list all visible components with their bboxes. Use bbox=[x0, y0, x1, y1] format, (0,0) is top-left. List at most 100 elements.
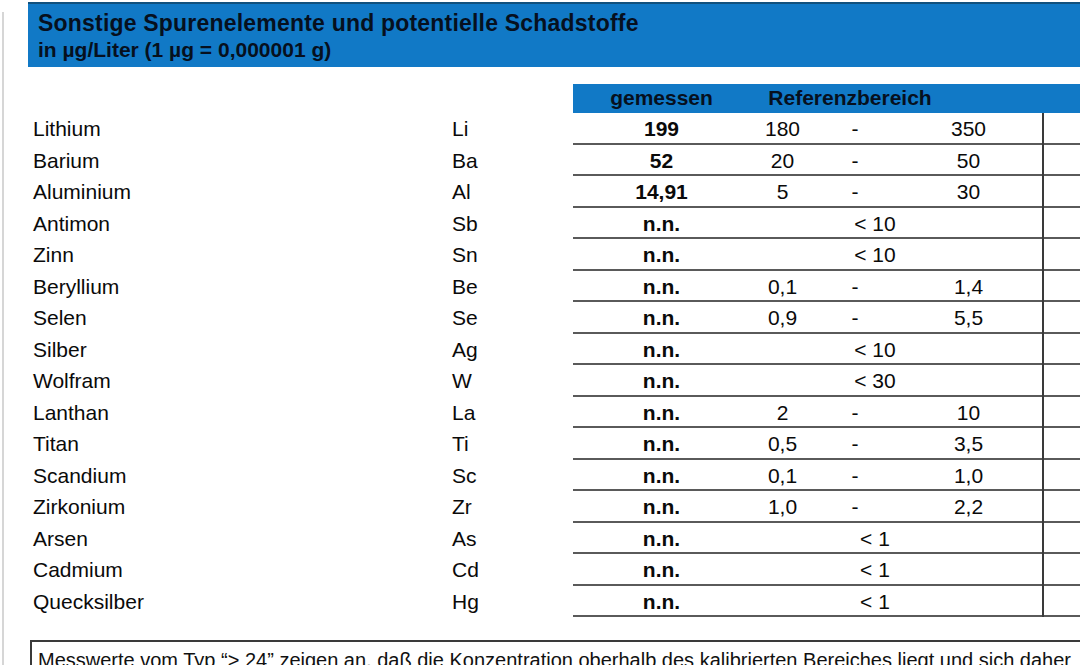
section-title-bar: Sonstige Spurenelemente und potentielle … bbox=[28, 2, 1080, 67]
reference-limit: < 1 bbox=[750, 554, 1000, 586]
table-row: Beryllium Be n.n. 0,1 - 1,4 bbox=[0, 271, 1080, 303]
element-symbol: Al bbox=[452, 176, 471, 208]
element-name: Lithium bbox=[33, 113, 101, 145]
row-values: n.n. < 30 bbox=[573, 365, 1080, 397]
lab-report-page: Sonstige Spurenelemente und potentielle … bbox=[0, 0, 1080, 665]
reference-limit: < 1 bbox=[750, 523, 1000, 555]
row-values: 199 180 - 350 bbox=[573, 113, 1080, 145]
table-row: Zinn Sn n.n. < 10 bbox=[0, 239, 1080, 271]
measured-value: n.n. bbox=[573, 554, 750, 586]
measured-value: n.n. bbox=[573, 239, 750, 271]
element-name: Antimon bbox=[33, 208, 110, 240]
element-symbol: Sc bbox=[452, 460, 477, 492]
element-name: Titan bbox=[33, 428, 79, 460]
reference-limit bbox=[750, 271, 1000, 303]
element-name: Silber bbox=[33, 334, 87, 366]
table-row: Selen Se n.n. 0,9 - 5,5 bbox=[0, 302, 1080, 334]
element-symbol: La bbox=[452, 397, 475, 429]
measured-value: n.n. bbox=[573, 208, 750, 240]
element-symbol: Se bbox=[452, 302, 478, 334]
table-header-band: gemessen Referenzbereich bbox=[573, 84, 1080, 113]
element-name: Selen bbox=[33, 302, 87, 334]
footnote-text: Messwerte vom Typ “> 24” zeigen an, daß … bbox=[38, 648, 1071, 665]
row-values: n.n. 0,5 - 3,5 bbox=[573, 428, 1080, 460]
element-name: Cadmium bbox=[33, 554, 123, 586]
measured-value: n.n. bbox=[573, 460, 750, 492]
reference-limit: < 10 bbox=[750, 334, 1000, 366]
row-values: n.n. 0,1 - 1,0 bbox=[573, 460, 1080, 492]
table-row: Zirkonium Zr n.n. 1,0 - 2,2 bbox=[0, 491, 1080, 523]
element-symbol: Ti bbox=[452, 428, 469, 460]
table-row: Scandium Sc n.n. 0,1 - 1,0 bbox=[0, 460, 1080, 492]
measured-value: n.n. bbox=[573, 397, 750, 429]
reference-limit bbox=[750, 397, 1000, 429]
row-values: n.n. < 10 bbox=[573, 208, 1080, 240]
table-row: Cadmium Cd n.n. < 1 bbox=[0, 554, 1080, 586]
element-symbol: Li bbox=[452, 113, 468, 145]
row-values: n.n. 0,9 - 5,5 bbox=[573, 302, 1080, 334]
row-values: n.n. < 1 bbox=[573, 523, 1080, 555]
element-name: Arsen bbox=[33, 523, 88, 555]
element-symbol: Ba bbox=[452, 145, 478, 177]
measured-value: n.n. bbox=[573, 428, 750, 460]
row-values: 14,91 5 - 30 bbox=[573, 176, 1080, 208]
measured-value: n.n. bbox=[573, 523, 750, 555]
element-symbol: Sb bbox=[452, 208, 478, 240]
table-row: Wolfram W n.n. < 30 bbox=[0, 365, 1080, 397]
element-symbol: Be bbox=[452, 271, 478, 303]
reference-limit bbox=[750, 460, 1000, 492]
measured-value: 14,91 bbox=[573, 176, 750, 208]
footnote-box: Messwerte vom Typ “> 24” zeigen an, daß … bbox=[30, 640, 1080, 665]
row-values: 52 20 - 50 bbox=[573, 145, 1080, 177]
reference-limit bbox=[750, 176, 1000, 208]
table-row: Barium Ba 52 20 - 50 bbox=[0, 145, 1080, 177]
row-values: n.n. < 1 bbox=[573, 554, 1080, 586]
measured-value: n.n. bbox=[573, 302, 750, 334]
element-symbol: Zr bbox=[452, 491, 472, 523]
measured-value: n.n. bbox=[573, 365, 750, 397]
reference-limit bbox=[750, 491, 1000, 523]
element-name: Wolfram bbox=[33, 365, 111, 397]
element-symbol: As bbox=[452, 523, 477, 555]
column-header-reference: Referenzbereich bbox=[750, 84, 950, 113]
row-values: n.n. < 10 bbox=[573, 239, 1080, 271]
measured-value: 52 bbox=[573, 145, 750, 177]
reference-limit bbox=[750, 113, 1000, 145]
table-right-divider bbox=[1042, 113, 1044, 617]
element-name: Aluminium bbox=[33, 176, 131, 208]
reference-limit: < 30 bbox=[750, 365, 1000, 397]
table-row: Aluminium Al 14,91 5 - 30 bbox=[0, 176, 1080, 208]
row-values: n.n. 1,0 - 2,2 bbox=[573, 491, 1080, 523]
element-name: Barium bbox=[33, 145, 100, 177]
reference-limit bbox=[750, 145, 1000, 177]
measured-value: n.n. bbox=[573, 586, 750, 618]
row-values: n.n. 0,1 - 1,4 bbox=[573, 271, 1080, 303]
table-row: Quecksilber Hg n.n. < 1 bbox=[0, 586, 1080, 618]
element-table: Lithium Li 199 180 - 350 Barium Ba 52 20… bbox=[0, 113, 1080, 617]
reference-limit: < 1 bbox=[750, 586, 1000, 618]
reference-limit: < 10 bbox=[750, 239, 1000, 271]
element-name: Zinn bbox=[33, 239, 74, 271]
section-title: Sonstige Spurenelemente und potentielle … bbox=[38, 10, 1080, 37]
element-name: Lanthan bbox=[33, 397, 109, 429]
measured-value: n.n. bbox=[573, 491, 750, 523]
element-name: Zirkonium bbox=[33, 491, 125, 523]
element-symbol: Hg bbox=[452, 586, 479, 618]
element-symbol: W bbox=[452, 365, 472, 397]
row-values: n.n. 2 - 10 bbox=[573, 397, 1080, 429]
element-name: Beryllium bbox=[33, 271, 119, 303]
element-symbol: Sn bbox=[452, 239, 478, 271]
element-name: Scandium bbox=[33, 460, 126, 492]
reference-limit bbox=[750, 428, 1000, 460]
measured-value: n.n. bbox=[573, 334, 750, 366]
table-row: Lanthan La n.n. 2 - 10 bbox=[0, 397, 1080, 429]
measured-value: n.n. bbox=[573, 271, 750, 303]
measured-value: 199 bbox=[573, 113, 750, 145]
table-row: Antimon Sb n.n. < 10 bbox=[0, 208, 1080, 240]
element-symbol: Cd bbox=[452, 554, 479, 586]
reference-limit: < 10 bbox=[750, 208, 1000, 240]
table-row: Lithium Li 199 180 - 350 bbox=[0, 113, 1080, 145]
row-values: n.n. < 1 bbox=[573, 586, 1080, 618]
table-row: Titan Ti n.n. 0,5 - 3,5 bbox=[0, 428, 1080, 460]
row-values: n.n. < 10 bbox=[573, 334, 1080, 366]
